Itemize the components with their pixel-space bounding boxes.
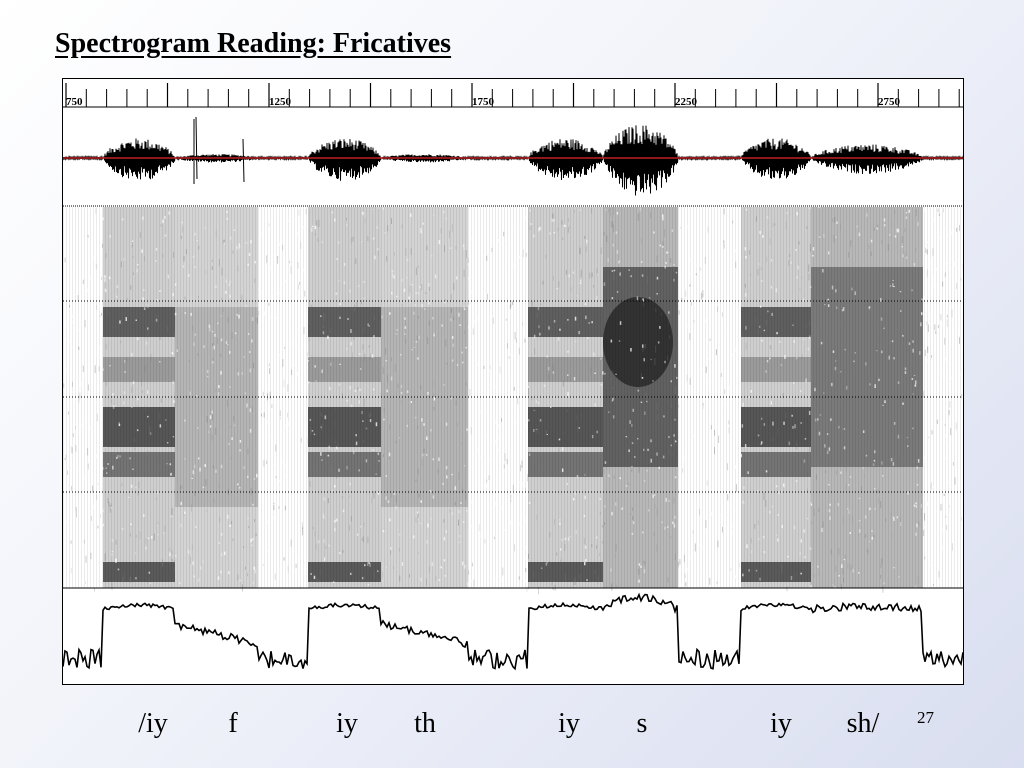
energy-contour-panel <box>63 592 963 671</box>
phone-label: iy <box>558 708 580 739</box>
time-axis-labels: 750 1250 1750 2250 2750 <box>66 96 901 108</box>
axis-tick-label: 1250 <box>269 96 292 108</box>
phone-label: th <box>414 708 436 739</box>
slide-title: Spectrogram Reading: Fricatives <box>55 28 452 59</box>
phone-label: iy <box>336 708 358 739</box>
axis-tick-label: 750 <box>66 96 83 108</box>
spectrogram-noise-texture <box>63 207 963 595</box>
spectrogram-display: 750 1250 1750 2250 2750 <box>62 78 964 685</box>
axis-tick-label: 1750 <box>472 96 495 108</box>
phone-label: iy <box>770 708 792 739</box>
time-axis-ticks <box>65 83 960 107</box>
phone-label: /iy <box>138 708 168 739</box>
phone-label: f <box>228 708 238 739</box>
waveform-trace <box>63 116 963 196</box>
spectrogram-panel <box>63 207 963 595</box>
frequency-gridlines <box>63 300 963 493</box>
spectrogram-figure: 750 1250 1750 2250 2750 <box>63 83 963 671</box>
axis-tick-label: 2750 <box>878 96 901 108</box>
waveform-panel <box>63 116 963 207</box>
slide-number: 27 <box>917 708 934 727</box>
phone-label: s <box>636 708 648 739</box>
axis-tick-label: 2250 <box>675 96 698 108</box>
phone-label: sh/ <box>846 708 880 739</box>
energy-contour <box>63 592 963 671</box>
phone-label-row: /iy f iy th iy s iy sh/ <box>0 708 1024 748</box>
